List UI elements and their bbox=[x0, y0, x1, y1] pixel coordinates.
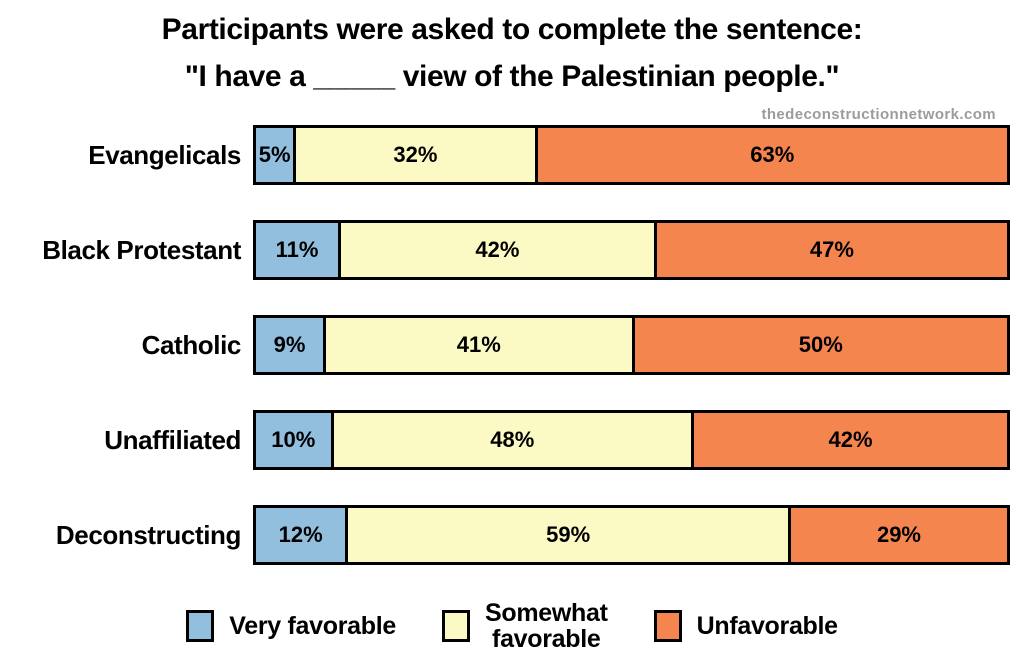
legend: Very favorable Somewhat favorable Unfavo… bbox=[0, 600, 1024, 653]
chart-row-black-protestant: Black Protestant 11% 42% 47% bbox=[0, 220, 1024, 280]
bar-segment-unfavorable: 47% bbox=[653, 223, 1008, 277]
legend-label: Unfavorable bbox=[696, 612, 838, 641]
bar-segment-very-favorable: 9% bbox=[256, 318, 324, 372]
legend-swatch-unfavorable bbox=[653, 610, 682, 643]
bar-segment-somewhat-favorable: 41% bbox=[323, 318, 632, 372]
stacked-bar: 11% 42% 47% bbox=[253, 220, 1010, 280]
chart-title-line2: "I have a _____ view of the Palestinian … bbox=[184, 60, 840, 93]
category-label: Deconstructing bbox=[55, 519, 241, 550]
chart-title: Participants were asked to complete the … bbox=[0, 0, 1024, 100]
legend-label: Somewhat favorable bbox=[484, 599, 608, 654]
bar-segment-somewhat-favorable: 42% bbox=[337, 223, 654, 277]
legend-label: Very favorable bbox=[229, 612, 396, 641]
category-label: Catholic bbox=[141, 329, 242, 360]
legend-swatch-very-favorable bbox=[186, 610, 215, 643]
stacked-bar: 10% 48% 42% bbox=[253, 410, 1010, 470]
legend-item-unfavorable: Unfavorable bbox=[653, 610, 838, 643]
category-label: Unaffiliated bbox=[104, 424, 241, 455]
bar-segment-unfavorable: 63% bbox=[534, 128, 1007, 182]
legend-swatch-somewhat-favorable bbox=[441, 610, 470, 643]
bar-segment-somewhat-favorable: 59% bbox=[345, 508, 788, 562]
chart-row-catholic: Catholic 9% 41% 50% bbox=[0, 315, 1024, 375]
bar-segment-somewhat-favorable: 32% bbox=[293, 128, 535, 182]
category-label: Evangelicals bbox=[88, 139, 241, 170]
bar-segment-very-favorable: 11% bbox=[256, 223, 338, 277]
stacked-bar: 12% 59% 29% bbox=[253, 505, 1010, 565]
bar-segment-very-favorable: 10% bbox=[256, 413, 331, 467]
watermark-text: thedeconstructionnetwork.com bbox=[761, 106, 996, 123]
legend-item-very-favorable: Very favorable bbox=[186, 610, 396, 643]
legend-item-somewhat-favorable: Somewhat favorable bbox=[441, 599, 608, 654]
chart-plot-area: Evangelicals 5% 32% 63% Black Protestant… bbox=[0, 125, 1024, 565]
stacked-bar: 5% 32% 63% bbox=[253, 125, 1010, 185]
category-label: Black Protestant bbox=[42, 234, 241, 265]
bar-segment-very-favorable: 12% bbox=[256, 508, 346, 562]
chart-row-evangelicals: Evangelicals 5% 32% 63% bbox=[0, 125, 1024, 185]
bar-segment-unfavorable: 42% bbox=[691, 413, 1007, 467]
chart-title-line1: Participants were asked to complete the … bbox=[161, 13, 863, 46]
bar-segment-unfavorable: 29% bbox=[787, 508, 1007, 562]
chart-row-deconstructing: Deconstructing 12% 59% 29% bbox=[0, 505, 1024, 565]
bar-segment-unfavorable: 50% bbox=[631, 318, 1007, 372]
stacked-bar: 9% 41% 50% bbox=[253, 315, 1010, 375]
chart-row-unaffiliated: Unaffiliated 10% 48% 42% bbox=[0, 410, 1024, 470]
bar-segment-very-favorable: 5% bbox=[256, 128, 294, 182]
bar-segment-somewhat-favorable: 48% bbox=[330, 413, 692, 467]
